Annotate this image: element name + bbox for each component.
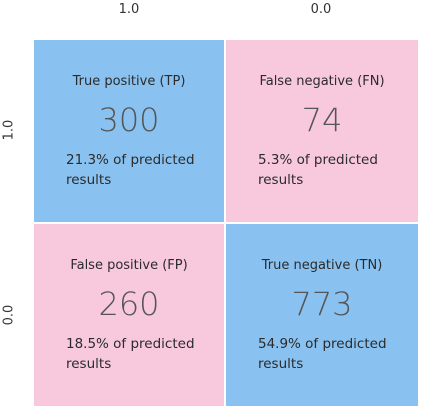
- row-label-1: 1.0: [0, 100, 18, 160]
- column-label-1: 1.0: [118, 2, 140, 17]
- cell-title: True negative (TN): [261, 258, 383, 273]
- cell-percent: 5.3% of predicted results: [258, 152, 378, 188]
- cell-false-negative: False negative (FN) 74 5.3% of predicted…: [226, 40, 418, 222]
- cell-title: True positive (TP): [72, 74, 186, 89]
- row-label-0-text: 0.0: [1, 304, 17, 326]
- row-label-0: 0.0: [0, 285, 18, 345]
- row-label-1-text: 1.0: [1, 119, 17, 141]
- cell-false-positive: False positive (FP) 260 18.5% of predict…: [34, 224, 224, 406]
- cell-true-negative: True negative (TN) 773 54.9% of predicte…: [226, 224, 418, 406]
- cell-value: 773: [291, 285, 353, 323]
- cell-true-positive: True positive (TP) 300 21.3% of predicte…: [34, 40, 224, 222]
- cell-percent: 21.3% of predicted results: [66, 152, 195, 188]
- cell-value: 300: [98, 101, 160, 139]
- cell-value: 74: [301, 101, 343, 139]
- column-label-0: 0.0: [310, 2, 332, 17]
- cell-title: False negative (FN): [259, 74, 385, 89]
- confusion-matrix: True positive (TP) 300 21.3% of predicte…: [34, 40, 418, 406]
- cell-percent: 18.5% of predicted results: [66, 336, 195, 372]
- cell-value: 260: [98, 285, 160, 323]
- cell-title: False positive (FP): [70, 258, 188, 273]
- cell-percent: 54.9% of predicted results: [258, 336, 387, 372]
